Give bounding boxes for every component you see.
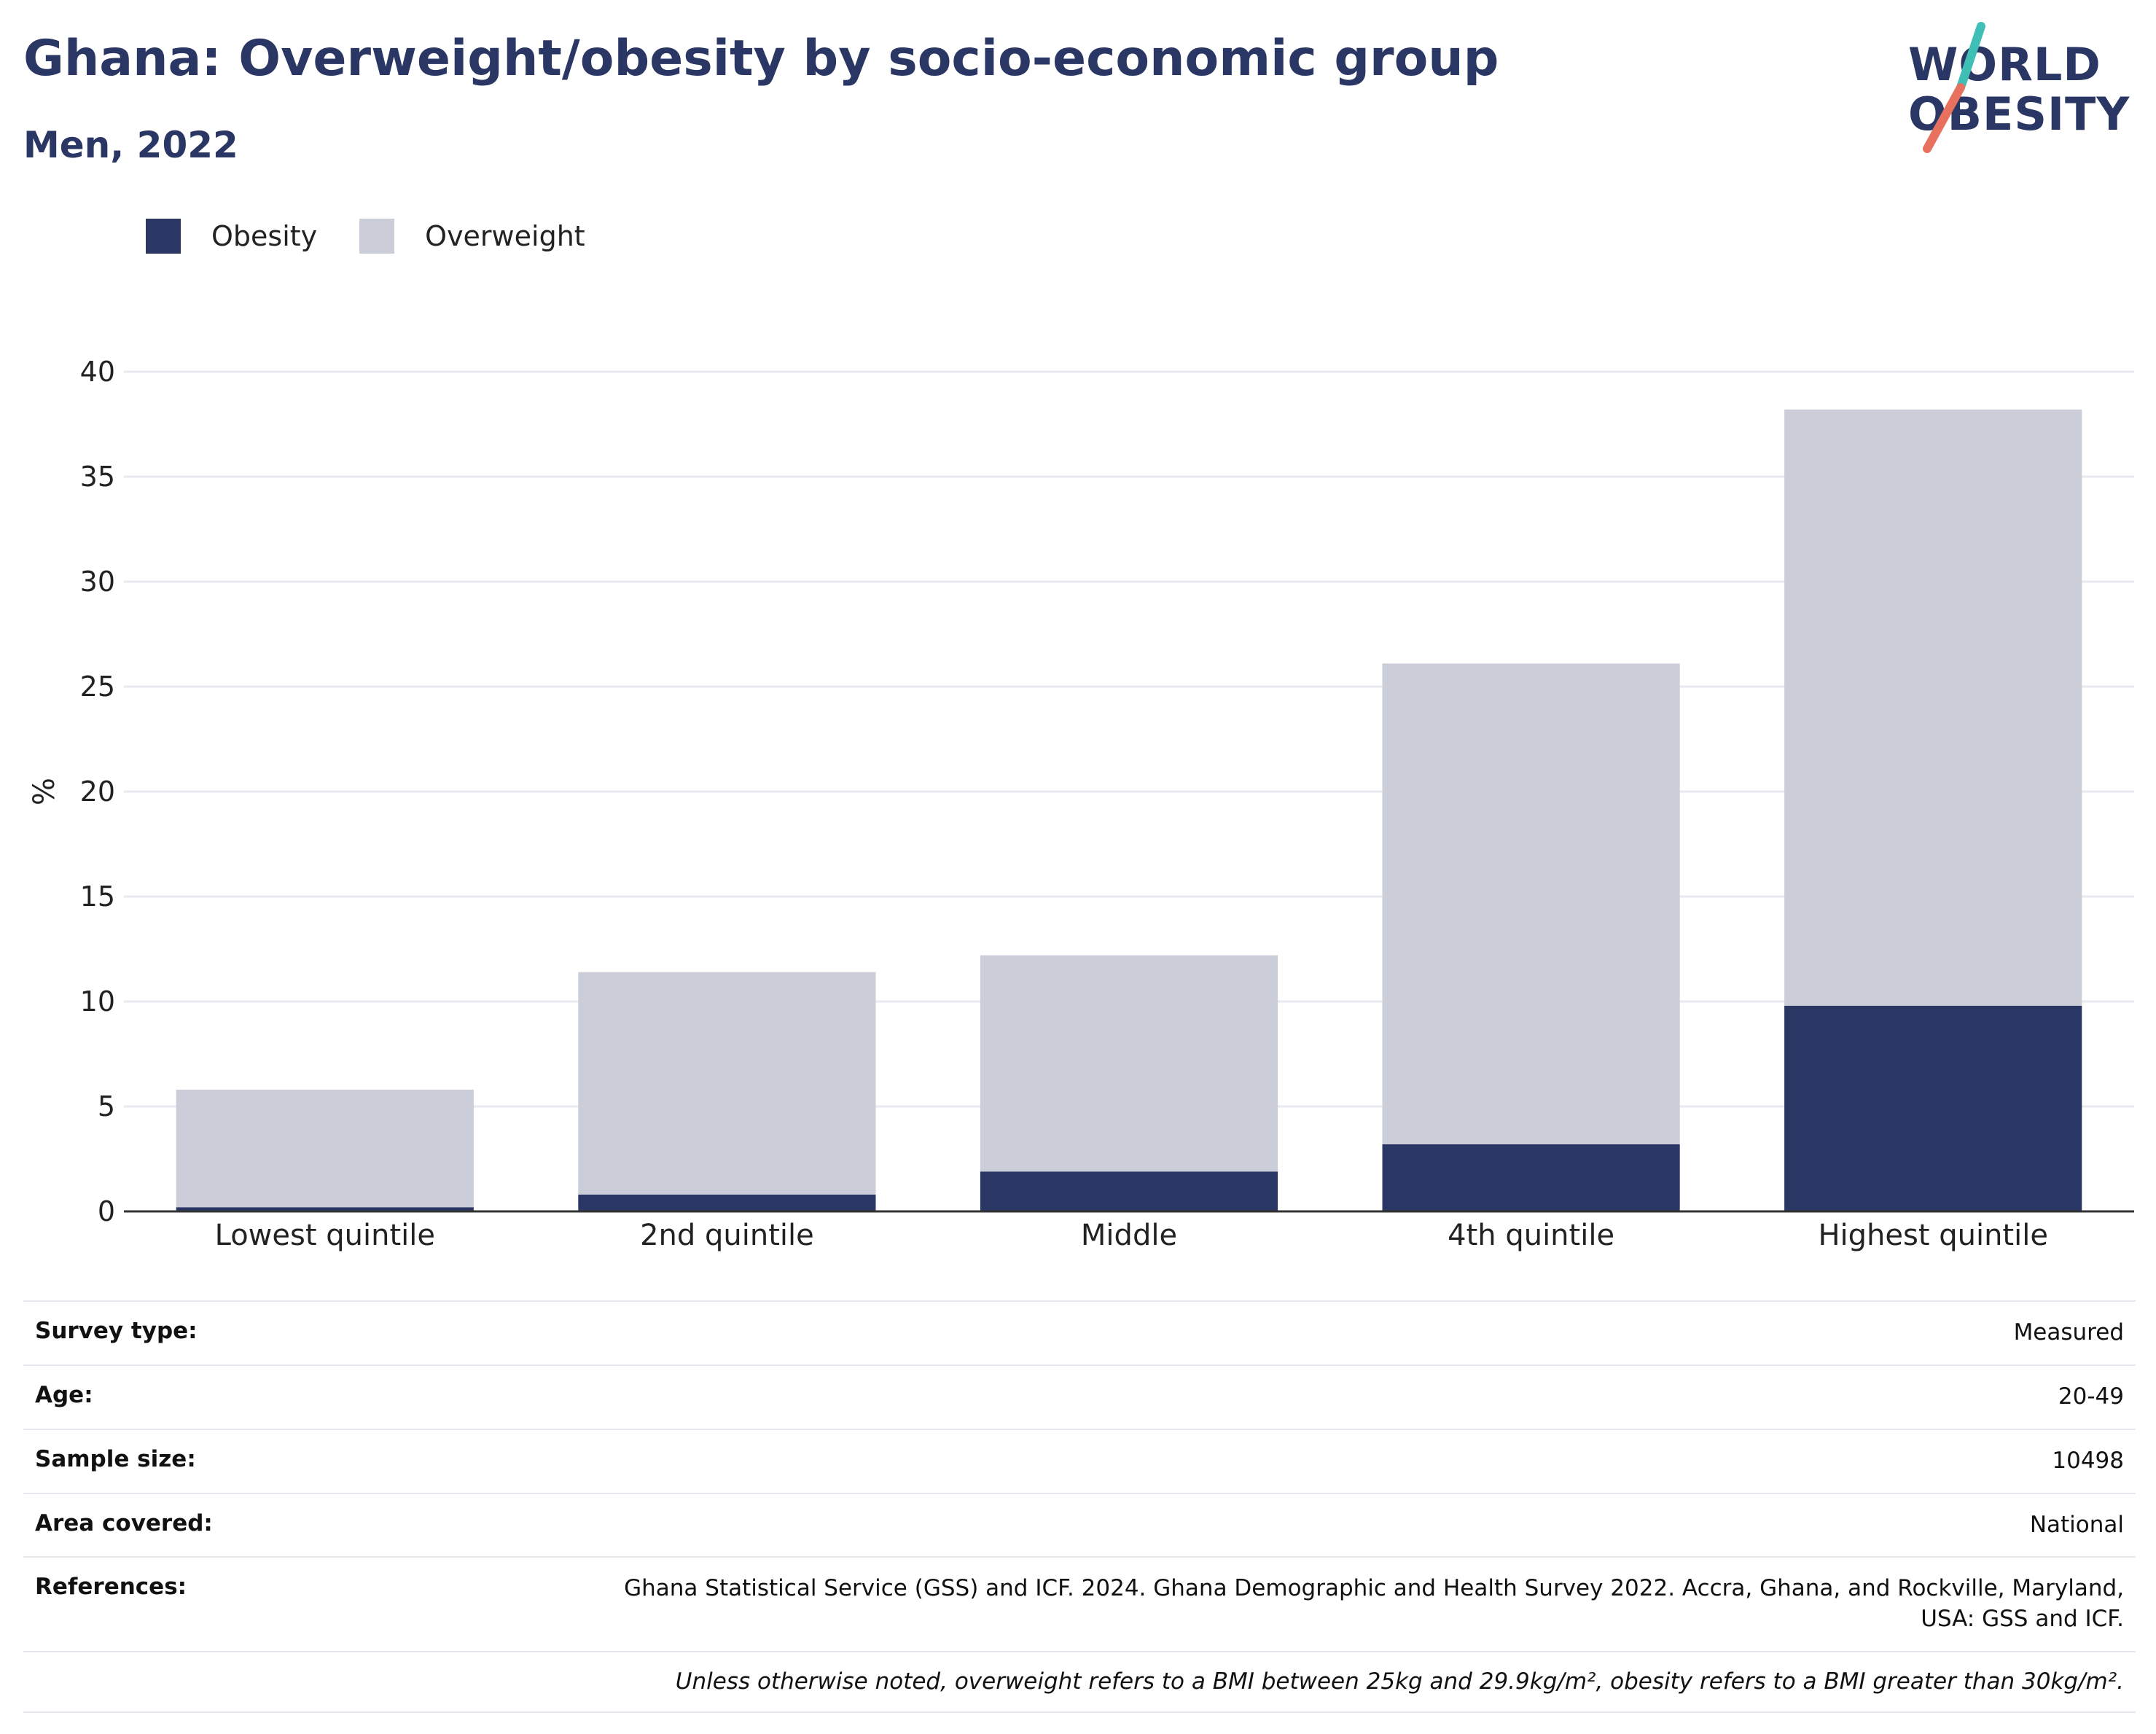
y-axis-label: % [28, 778, 61, 805]
chart-subtitle: Men, 2022 [23, 124, 238, 166]
x-category-label: 4th quintile [1448, 1219, 1614, 1252]
y-tick-label: 30 [80, 566, 115, 598]
x-category-label: Middle [1081, 1219, 1177, 1252]
info-value: National [2029, 1511, 2124, 1538]
y-tick-label: 25 [80, 671, 115, 703]
bar-chart: 0 5 10 15 20 25 30 35 40% Lowest quintile 2nd quin… [28, 356, 2134, 1252]
bar-overweight-0 [176, 1089, 474, 1208]
y-tick-label: 40 [80, 356, 115, 388]
legend-label-obesity: Obesity [211, 220, 318, 252]
x-category-label: 2nd quintile [640, 1219, 814, 1252]
info-key: Survey type: [35, 1318, 198, 1344]
legend-item-obesity[interactable]: Obesity [146, 219, 317, 254]
bar-obesity-4 [1784, 1005, 2082, 1211]
chart-legend: Obesity Overweight [146, 219, 628, 254]
info-key: Age: [35, 1381, 93, 1408]
info-value: Measured [2013, 1319, 2124, 1346]
info-value: 10498 [2052, 1447, 2124, 1474]
info-row-sample-size: Sample size: 10498 [23, 1430, 2136, 1494]
info-value: 20-49 [2058, 1383, 2124, 1410]
info-row-area-covered: Area covered: National [23, 1494, 2136, 1558]
bar-overweight-1 [578, 972, 876, 1195]
info-key: References: [35, 1574, 187, 1601]
bar-overweight-2 [980, 955, 1278, 1172]
info-row-footnote: Unless otherwise noted, overweight refer… [23, 1652, 2136, 1714]
bar-obesity-3 [1382, 1144, 1680, 1211]
y-tick-label: 5 [98, 1090, 115, 1122]
y-tick-label: 10 [80, 985, 115, 1018]
legend-label-overweight: Overweight [425, 220, 585, 252]
info-value: Ghana Statistical Service (GSS) and ICF.… [624, 1575, 2124, 1633]
world-obesity-logo: WORLD OBESITY [1895, 20, 2143, 159]
bar-overweight-4 [1784, 409, 2082, 1006]
info-row-survey-type: Survey type: Measured [23, 1302, 2136, 1366]
x-category-label: Lowest quintile [215, 1219, 435, 1252]
survey-info-table: Survey type: Measured Age: 20-49 Sample … [23, 1300, 2136, 1714]
chart-title: Ghana: Overweight/obesity by socio-econo… [23, 30, 1499, 87]
bar-obesity-1 [578, 1194, 876, 1211]
y-tick-label: 0 [98, 1195, 115, 1227]
footnote: Unless otherwise noted, overweight refer… [675, 1668, 2124, 1695]
legend-swatch-overweight [359, 219, 395, 254]
y-tick-label: 20 [80, 776, 115, 808]
info-row-age: Age: 20-49 [23, 1366, 2136, 1430]
logo-line-1: WORLD [1908, 38, 2101, 91]
info-key: Area covered: [35, 1510, 213, 1536]
legend-item-overweight[interactable]: Overweight [359, 219, 585, 254]
bar-obesity-0 [176, 1207, 474, 1211]
bar-overweight-3 [1382, 663, 1680, 1144]
x-category-label: Highest quintile [1818, 1219, 2048, 1252]
bar-obesity-2 [980, 1171, 1278, 1211]
logo-slash-icon [1923, 22, 1985, 153]
info-row-references: References: Ghana Statistical Service (G… [23, 1558, 2136, 1653]
legend-swatch-obesity [146, 219, 181, 254]
info-key: Sample size: [35, 1445, 196, 1472]
y-tick-label: 35 [80, 461, 115, 493]
y-tick-label: 15 [80, 880, 115, 913]
